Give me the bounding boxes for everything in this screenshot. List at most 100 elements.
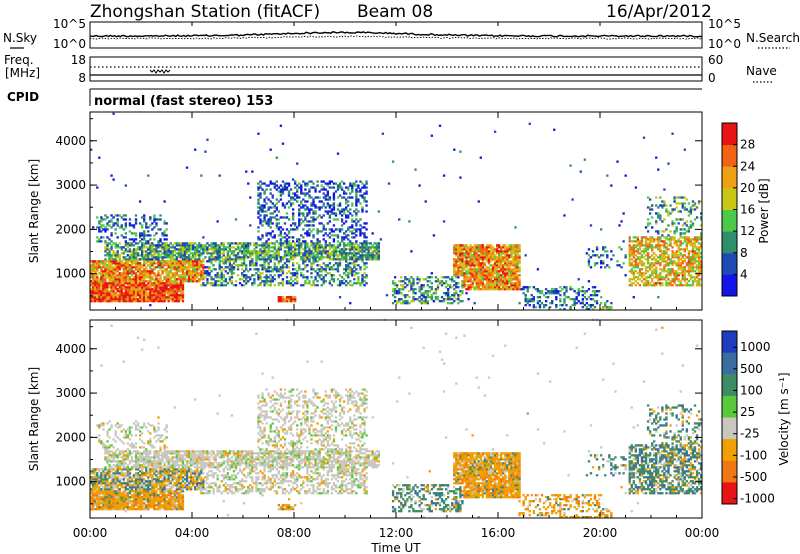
power-cell bbox=[487, 258, 491, 261]
power-cell bbox=[338, 212, 342, 215]
nave-right-tick-top: 60 bbox=[708, 53, 723, 67]
power-cell bbox=[177, 252, 181, 255]
power-cell bbox=[491, 274, 495, 277]
power-cell bbox=[342, 212, 346, 215]
power-cell bbox=[175, 286, 179, 289]
power-cell bbox=[396, 290, 399, 293]
power-cell bbox=[224, 258, 227, 261]
power-cell bbox=[289, 296, 293, 299]
power-cell bbox=[132, 262, 136, 265]
power-cell bbox=[351, 182, 354, 185]
power-cell bbox=[685, 256, 689, 259]
power-cell bbox=[571, 198, 574, 201]
power-cell bbox=[116, 252, 119, 255]
power-cell bbox=[544, 288, 548, 291]
power-cell bbox=[136, 284, 140, 287]
power-cell bbox=[151, 298, 154, 301]
power-cell bbox=[359, 218, 362, 221]
power-cell bbox=[675, 228, 678, 231]
power-cell bbox=[330, 284, 334, 287]
power-cell bbox=[130, 290, 134, 293]
power-cell bbox=[143, 290, 146, 293]
power-cell bbox=[328, 280, 332, 283]
power-cell bbox=[342, 252, 346, 255]
power-cell bbox=[396, 302, 399, 305]
power-cell bbox=[332, 218, 336, 221]
power-cell bbox=[365, 246, 368, 249]
power-cell bbox=[179, 284, 183, 287]
power-cell bbox=[167, 276, 170, 279]
power-cell bbox=[628, 262, 631, 265]
power-cell bbox=[204, 250, 207, 253]
power-cell bbox=[92, 300, 95, 303]
power-cell bbox=[118, 298, 121, 301]
power-cell bbox=[145, 288, 148, 291]
power-cell bbox=[683, 258, 686, 261]
power-cell bbox=[683, 196, 686, 199]
power-cell bbox=[506, 248, 509, 251]
power-cell bbox=[138, 286, 142, 289]
power-cell bbox=[279, 268, 283, 271]
power-cell bbox=[502, 252, 505, 255]
power-cell bbox=[306, 244, 309, 247]
power-cell bbox=[124, 260, 128, 263]
power-cell bbox=[320, 230, 323, 233]
power-cell bbox=[563, 214, 566, 217]
power-cell bbox=[234, 284, 238, 287]
power-cell bbox=[589, 294, 593, 297]
power-cell bbox=[298, 250, 301, 253]
power-cell bbox=[300, 256, 303, 259]
power-cell bbox=[646, 242, 650, 245]
power-cell bbox=[620, 248, 623, 251]
power-cell bbox=[642, 282, 646, 285]
power-cell bbox=[679, 218, 682, 221]
power-cell bbox=[659, 216, 662, 219]
power-cell bbox=[510, 256, 513, 259]
power-cell bbox=[273, 206, 276, 209]
power-cell bbox=[502, 264, 505, 267]
power-cell bbox=[665, 208, 668, 211]
power-cell bbox=[532, 296, 536, 299]
power-cell bbox=[577, 288, 580, 291]
power-cell bbox=[638, 242, 642, 245]
power-cell bbox=[106, 284, 109, 287]
power-cell bbox=[192, 276, 195, 279]
power-cell bbox=[212, 244, 215, 247]
power-cell bbox=[457, 302, 460, 305]
power-cell bbox=[100, 272, 103, 275]
power-cell bbox=[196, 270, 199, 273]
power-cell bbox=[477, 248, 480, 251]
power-cell bbox=[351, 204, 354, 207]
power-cell bbox=[347, 274, 350, 277]
cpid-value: normal (fast stereo) 153 bbox=[94, 94, 273, 109]
power-cell bbox=[102, 266, 105, 269]
power-cell bbox=[455, 262, 458, 265]
power-cell bbox=[367, 252, 370, 255]
power-cell bbox=[520, 288, 523, 291]
power-cell bbox=[475, 258, 478, 261]
power-cell bbox=[196, 252, 199, 255]
power-cell bbox=[177, 300, 181, 303]
power-cell bbox=[322, 224, 325, 227]
power-cell bbox=[287, 244, 291, 247]
power-cell bbox=[345, 254, 348, 257]
power-cell bbox=[651, 246, 654, 249]
power-cell bbox=[177, 284, 181, 287]
power-cell bbox=[351, 214, 354, 217]
power-cell bbox=[90, 288, 93, 291]
power-cell bbox=[236, 254, 240, 257]
power-cell bbox=[504, 274, 507, 277]
power-cell bbox=[149, 304, 152, 307]
power-cell bbox=[316, 252, 319, 255]
power-cell bbox=[500, 250, 503, 253]
power-cell bbox=[155, 252, 158, 255]
power-cell bbox=[675, 256, 678, 259]
power-cell bbox=[198, 250, 201, 253]
power-cell bbox=[363, 222, 366, 225]
power-cell bbox=[357, 282, 360, 285]
power-cell bbox=[96, 294, 99, 297]
power-cell bbox=[330, 254, 334, 257]
power-cell bbox=[457, 276, 460, 279]
power-cell bbox=[134, 258, 138, 261]
